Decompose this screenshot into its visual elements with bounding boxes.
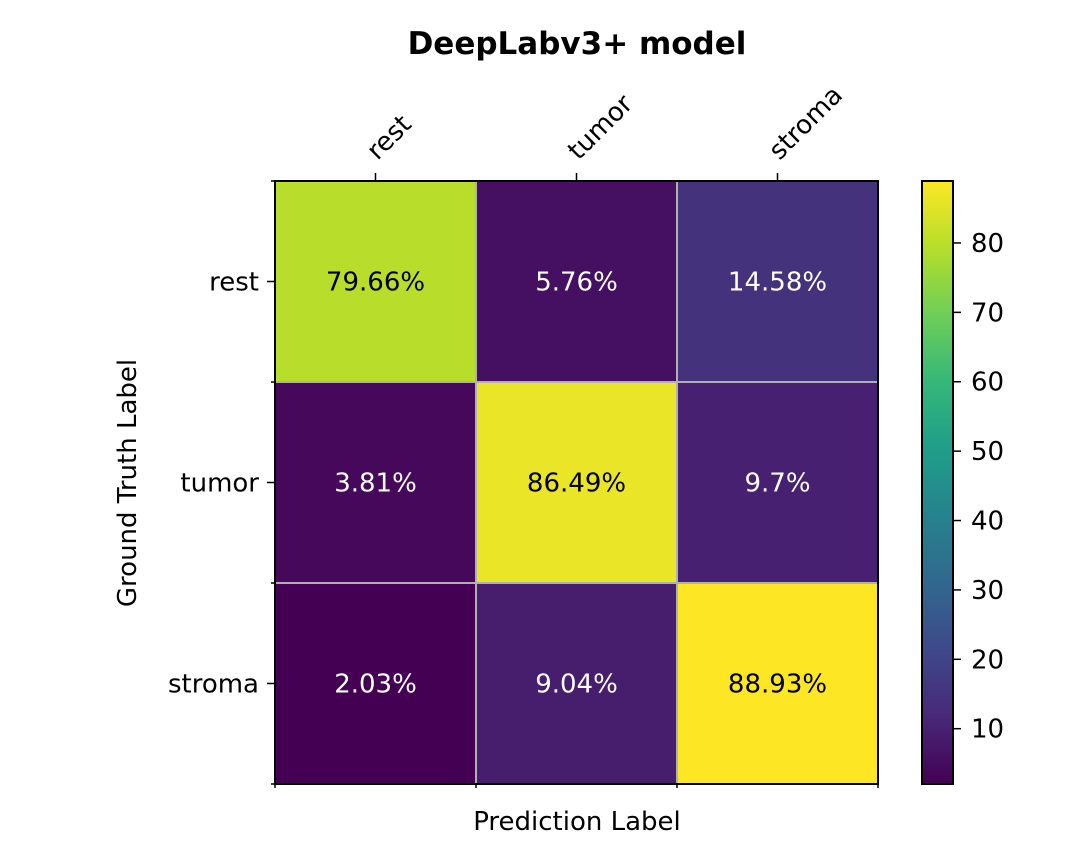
colorbar-tick-label: 20 xyxy=(971,645,1004,675)
heatmap-cell xyxy=(275,382,476,583)
colorbar-tick-label: 80 xyxy=(971,229,1004,259)
colorbar-tick-label: 10 xyxy=(971,715,1004,745)
cell-labels: 79.66% 5.76% 14.58% 3.81% 86.49% 9.7% 2.03% 9.0… xyxy=(326,268,827,700)
heatmap-cell xyxy=(677,181,878,382)
cell-value-label: 9.04% xyxy=(535,670,618,700)
cell-value-label: 9.7% xyxy=(744,469,810,499)
colorbar-frame xyxy=(921,180,954,785)
colorbar-tick-label: 50 xyxy=(971,437,1004,467)
heatmap-cell xyxy=(476,583,677,784)
x-tick-label: tumor xyxy=(562,89,639,166)
heatmap-grid xyxy=(275,181,878,784)
colorbar-tick-label: 40 xyxy=(971,507,1004,537)
cell-value-label: 79.66% xyxy=(326,268,425,298)
y-tick-label: stroma xyxy=(168,670,259,700)
colorbar-tick-label: 30 xyxy=(971,576,1004,606)
cell-value-label: 14.58% xyxy=(728,268,827,298)
colorbar-tick-label: 60 xyxy=(971,368,1004,398)
heatmap-cell xyxy=(476,181,677,382)
heatmap-cell xyxy=(275,181,476,382)
heatmap-cells xyxy=(275,181,878,784)
heatmap-cell xyxy=(476,382,677,583)
colorbar-gradient xyxy=(922,181,953,784)
colorbar-tick-label: 70 xyxy=(971,298,1004,328)
x-tick-label: stroma xyxy=(763,80,849,166)
cell-value-label: 86.49% xyxy=(527,469,626,499)
heatmap-cell xyxy=(677,382,878,583)
x-axis-label: Prediction Label xyxy=(473,807,681,837)
colorbar: 10 20 30 40 50 60 70 80 xyxy=(921,180,1004,785)
y-tick-label: tumor xyxy=(180,469,259,499)
cell-value-label: 5.76% xyxy=(535,268,618,298)
y-tick-label: rest xyxy=(209,268,259,298)
colorbar-ticks: 10 20 30 40 50 60 70 80 xyxy=(953,229,1004,745)
chart-title: DeepLabv3+ model xyxy=(408,26,747,62)
y-axis-label: Ground Truth Label xyxy=(113,359,143,607)
cell-value-label: 88.93% xyxy=(728,670,827,700)
x-tick-label: rest xyxy=(361,109,417,165)
heatmap-cell xyxy=(275,583,476,784)
cell-value-label: 3.81% xyxy=(334,469,417,499)
cell-value-label: 2.03% xyxy=(334,670,417,700)
heatmap-cell xyxy=(677,583,878,784)
